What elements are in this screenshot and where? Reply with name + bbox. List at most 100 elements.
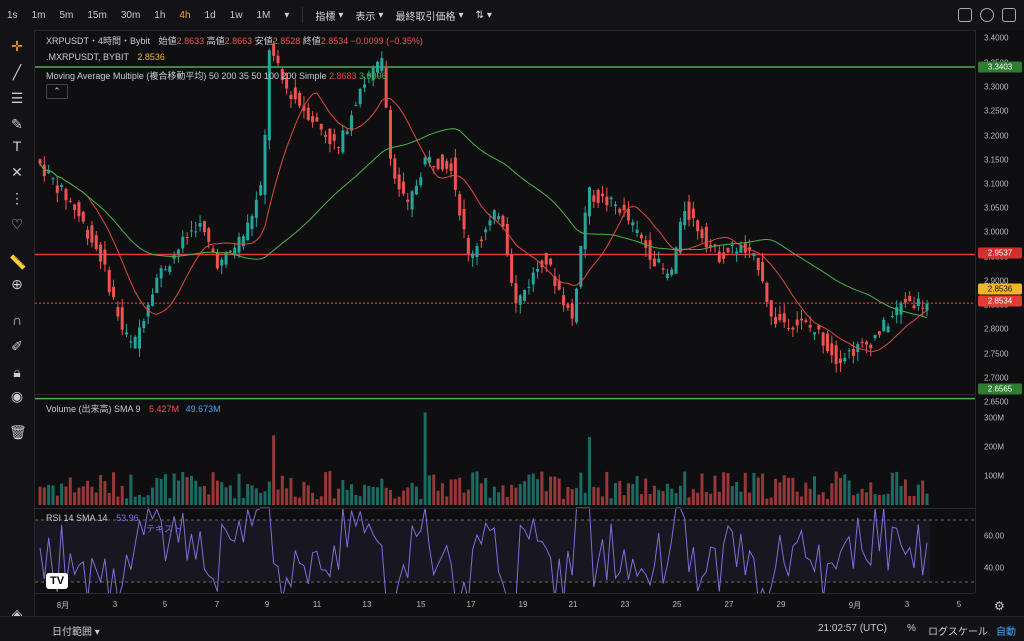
volume-bar bbox=[241, 498, 245, 505]
indicators-label: 指標 bbox=[315, 11, 336, 23]
price-chart[interactable] bbox=[35, 30, 975, 593]
timeframe-15m[interactable]: 15m bbox=[87, 9, 107, 21]
horizontal-lines-icon[interactable]: ☰ bbox=[10, 90, 24, 106]
pane-divider[interactable] bbox=[35, 508, 1024, 509]
timeframe-1s[interactable]: 1s bbox=[7, 9, 18, 21]
symbol-legend[interactable]: XRPUSDT・4時間・Bybit 始値2.8633 高値2.8663 安値2.… bbox=[46, 34, 423, 47]
compare-legend[interactable]: .MXRPUSDT, BYBIT 2.8536 bbox=[46, 52, 165, 62]
volume-bar bbox=[925, 493, 929, 505]
timeframe-4h[interactable]: 4h bbox=[179, 9, 191, 21]
volume-bar bbox=[726, 473, 730, 505]
volume-bar bbox=[549, 476, 553, 505]
pencil-lock-icon[interactable]: ✐ bbox=[11, 338, 23, 354]
trash-icon[interactable]: 🗑︎ bbox=[9, 424, 27, 440]
fullscreen-icon[interactable] bbox=[1002, 8, 1016, 22]
auto-scale-toggle[interactable]: 自動 bbox=[996, 627, 1016, 638]
volume-bar bbox=[566, 486, 570, 505]
magnet-icon[interactable]: ∩ bbox=[11, 312, 23, 328]
candle bbox=[622, 204, 626, 211]
candle bbox=[163, 269, 167, 271]
candle bbox=[851, 348, 855, 357]
timeframe-1w[interactable]: 1w bbox=[229, 9, 243, 21]
pattern-icon[interactable]: ✕ bbox=[11, 164, 23, 180]
volume-bar bbox=[903, 479, 907, 505]
candle bbox=[81, 212, 85, 222]
ruler-icon[interactable]: 📏 bbox=[9, 254, 27, 270]
price-tick: 2.7000 bbox=[984, 373, 1009, 383]
candle bbox=[877, 331, 881, 335]
volume-bar bbox=[717, 491, 721, 505]
chevron-down-icon[interactable]: ▾ bbox=[284, 9, 290, 21]
candle bbox=[125, 332, 129, 335]
candle bbox=[211, 248, 215, 253]
candle bbox=[592, 195, 596, 202]
volume-bar bbox=[510, 484, 514, 505]
price-axis[interactable]: 3.4000 3.3500 3.3000 3.2500 3.2000 3.150… bbox=[975, 30, 1024, 593]
candle bbox=[358, 88, 362, 105]
last-price-menu[interactable]: 最終取引価格 ▾ bbox=[389, 8, 469, 23]
candle bbox=[103, 249, 107, 265]
chevron-up-icon: ⌃ bbox=[53, 86, 61, 96]
candle bbox=[579, 245, 583, 287]
time-axis[interactable]: 8月 3 5 7 9 11 13 15 17 19 21 23 25 27 29 9月 3 5 bbox=[35, 593, 975, 616]
timeframe-1M[interactable]: 1M bbox=[256, 9, 271, 21]
text-icon[interactable]: T bbox=[12, 138, 22, 154]
candle bbox=[825, 333, 829, 352]
candle bbox=[337, 147, 341, 149]
timeframe-30m[interactable]: 30m bbox=[120, 9, 141, 21]
rsi-legend[interactable]: RSI 14 SMA 14 53.96 bbox=[46, 513, 139, 523]
timeframe-1m[interactable]: 1m bbox=[31, 9, 46, 21]
ma-legend[interactable]: Moving Average Multiple (複合移動平均) 50 200 … bbox=[46, 69, 387, 82]
rsi-label: RSI 14 SMA 14 bbox=[46, 513, 108, 523]
timeframe-1h[interactable]: 1h bbox=[154, 9, 166, 21]
crosshair-icon[interactable]: ✛ bbox=[11, 38, 23, 54]
volume-bar bbox=[371, 486, 375, 505]
volume-bar bbox=[644, 478, 648, 505]
volume-bar bbox=[159, 478, 163, 505]
volume-bar bbox=[142, 497, 146, 505]
trendline-icon[interactable]: ╱ bbox=[12, 64, 22, 80]
candle bbox=[107, 270, 111, 293]
settings-icon[interactable] bbox=[980, 8, 994, 22]
candle bbox=[588, 187, 592, 217]
heart-icon[interactable]: ♡ bbox=[10, 216, 24, 232]
display-menu[interactable]: 表示 ▾ bbox=[349, 8, 389, 23]
candle bbox=[497, 216, 501, 220]
candle bbox=[298, 92, 302, 106]
candle bbox=[220, 259, 224, 266]
volume-bar bbox=[81, 486, 85, 505]
timeframe-5m[interactable]: 5m bbox=[59, 9, 74, 21]
brush-icon[interactable]: ✎ bbox=[11, 116, 23, 132]
zoom-in-icon[interactable]: ⊕ bbox=[11, 276, 23, 292]
candle bbox=[925, 303, 929, 311]
collapse-legend-button[interactable]: ⌃ bbox=[46, 84, 68, 99]
volume-bar bbox=[133, 496, 137, 505]
rsi-text-annotation[interactable]: テキスト bbox=[146, 524, 182, 534]
camera-icon[interactable] bbox=[958, 8, 972, 22]
lock-icon[interactable]: 🔒︎ bbox=[13, 364, 21, 380]
layers-icon[interactable]: ◈ bbox=[11, 606, 23, 622]
candle bbox=[60, 184, 64, 188]
compare-menu[interactable]: ⇅ ▾ bbox=[469, 10, 497, 21]
candle bbox=[756, 257, 760, 271]
volume-legend[interactable]: Volume (出来高) SMA 9 5.427M 49.673M bbox=[46, 402, 221, 415]
timeframe-1d[interactable]: 1d bbox=[204, 9, 216, 21]
top-toolbar: 1s 1m 5m 15m 30m 1h 4h 1d 1w 1M ▾ 指標 ▾ 表示… bbox=[0, 0, 1024, 31]
volume-bar bbox=[458, 477, 462, 505]
volume-bar bbox=[713, 475, 717, 505]
measure-icon[interactable]: ⋮ bbox=[10, 190, 24, 206]
time-tick: 17 bbox=[466, 600, 476, 609]
pane-divider[interactable] bbox=[35, 394, 1024, 395]
candle bbox=[440, 154, 444, 170]
date-range-button[interactable]: 日付範囲 ▾ bbox=[52, 623, 100, 638]
clock-display[interactable]: 21:02:57 (UTC) bbox=[818, 623, 887, 634]
log-scale-toggle[interactable]: ログスケール bbox=[928, 627, 988, 638]
volume-bar bbox=[350, 484, 354, 505]
volume-bar bbox=[531, 473, 535, 505]
volume-bar bbox=[488, 497, 492, 505]
candle bbox=[748, 247, 752, 251]
settings-icon[interactable]: ⚙ bbox=[994, 599, 1005, 613]
eye-icon[interactable]: ◉ bbox=[10, 388, 24, 404]
indicators-menu[interactable]: 指標 ▾ bbox=[309, 8, 349, 23]
percent-toggle[interactable]: % bbox=[907, 623, 916, 634]
